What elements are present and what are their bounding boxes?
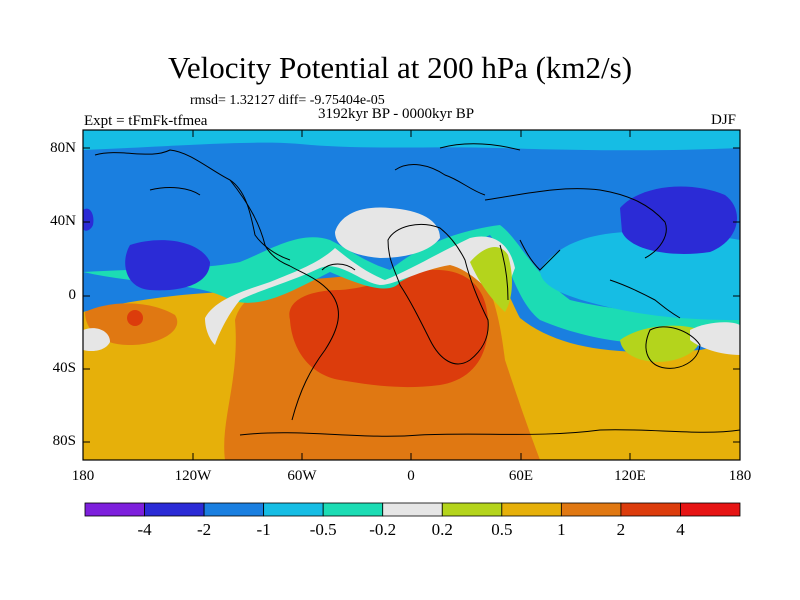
field-neutral-pacific (690, 322, 740, 355)
map-title: Velocity Potential at 200 hPa (km2/s) (167, 50, 633, 85)
y-label-40n: 40N (50, 213, 76, 229)
axis-ticks (82, 130, 741, 460)
colorbar-swatch (84, 502, 145, 517)
colorbar-label: 4 (676, 520, 685, 539)
y-label-80n: 80N (50, 140, 76, 156)
field-yellowgreen-africa (470, 246, 512, 312)
experiment-text: Expt = tFmFk-tfmea (84, 113, 208, 129)
colorbar-label: 0.2 (431, 520, 453, 539)
colorbar-label: 2 (616, 520, 626, 539)
x-label-0: 0 (407, 468, 415, 484)
colorbar-label: 1 (557, 520, 566, 539)
field-red-dot (127, 310, 143, 326)
field-neutral-west (83, 328, 110, 352)
colorbar-label: -1 (256, 520, 271, 539)
colorbar-swatch (203, 502, 265, 517)
colorbar (84, 502, 741, 517)
field-arctic-light (83, 130, 740, 151)
field-darkblue-pacific (125, 240, 210, 291)
x-label-120w: 120W (174, 468, 212, 484)
field-neutral-north (335, 207, 440, 258)
colorbar-swatch (441, 502, 503, 517)
field-red-core (289, 269, 489, 388)
colorbar-swatch (620, 502, 681, 517)
field-darkblue-edge (83, 208, 94, 231)
x-label-180-east: 180 (728, 468, 752, 484)
stats-text: rmsd= 1.32127 diff= -9.75404e-05 (190, 93, 385, 108)
period-text: 3192kyr BP - 0000kyr BP (318, 106, 475, 122)
x-label-180-west: 180 (71, 468, 95, 484)
colorbar-swatch (263, 502, 324, 517)
field-darkblue-asia (620, 186, 737, 254)
colorbar-label: 0.5 (491, 520, 513, 539)
colorbar-swatch (322, 502, 384, 517)
colorbar-label: -4 (137, 520, 152, 539)
y-label-40s: 40S (52, 360, 76, 376)
colorbar-swatch (560, 502, 622, 517)
field-neutral-grey (205, 236, 515, 345)
season-text: DJF (711, 112, 737, 128)
colorbar-label: -0.5 (309, 520, 337, 539)
coastlines (94, 143, 740, 437)
x-label-60w: 60W (287, 468, 317, 484)
colorbar-label: -0.2 (369, 520, 397, 539)
colorbar-swatch (501, 502, 562, 517)
y-label-0: 0 (68, 287, 77, 303)
colorbar-swatch (680, 502, 741, 517)
field-tropical-teal (83, 225, 740, 344)
field-yellowgreen-indo (620, 325, 701, 362)
x-label-60e: 60E (508, 468, 534, 484)
x-label-120e: 120E (614, 468, 646, 484)
colorbar-swatch (144, 502, 205, 517)
colorbar-swatch (382, 502, 443, 517)
colorbar-label: -2 (196, 520, 212, 539)
y-label-80s: 80S (52, 433, 76, 449)
